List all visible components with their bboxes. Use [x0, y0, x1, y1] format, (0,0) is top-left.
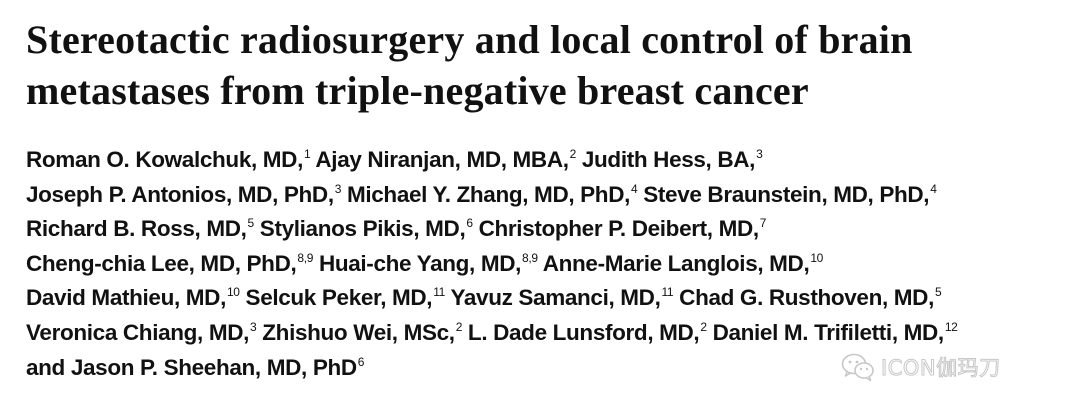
author-list: Roman O. Kowalchuk, MD,1 Ajay Niranjan, …: [26, 143, 1076, 385]
author-entry: Chad G. Rusthoven, MD,5: [679, 285, 942, 311]
watermark-text: ICON伽玛刀: [881, 356, 1001, 381]
author-entry: Yavuz Samanci, MD,11: [450, 285, 673, 310]
author-name: Yavuz Samanci, MD,: [450, 285, 661, 311]
author-name: Cheng-chia Lee, MD, PhD,: [26, 250, 297, 276]
affiliation-number: 3: [756, 147, 763, 161]
affiliation-number: 5: [247, 216, 255, 231]
author-name: Zhishuo Wei, MSc,: [262, 319, 455, 345]
affiliation-number: 6: [357, 354, 365, 369]
author-name: Roman O. Kowalchuk, MD,: [26, 147, 303, 172]
affiliation-number: 4: [930, 181, 937, 196]
author-entry: Christopher P. Deibert, MD,7: [479, 216, 767, 241]
wechat-icon: [841, 353, 874, 382]
author-entry: Cheng-chia Lee, MD, PhD,8,9: [26, 251, 313, 276]
affiliation-number: 3: [250, 319, 257, 334]
paper-title: Stereotactic radiosurgery and local cont…: [26, 14, 1066, 116]
author-name: Veronica Chiang, MD,: [26, 319, 250, 345]
author-name: Ajay Niranjan, MD, MBA,: [315, 147, 569, 172]
affiliation-number: 8,9: [522, 250, 538, 265]
author-name: Michael Y. Zhang, MD, PhD,: [346, 181, 630, 207]
title-line: metastases from triple-negative breast c…: [26, 68, 809, 113]
author-entry: Selcuk Peker, MD,11: [245, 285, 446, 311]
author-name: Steve Braunstein, MD, PhD,: [643, 181, 930, 207]
author-name: Christopher P. Deibert, MD,: [478, 216, 760, 242]
author-name: Chad G. Rusthoven, MD,: [679, 285, 934, 311]
author-entry: Steve Braunstein, MD, PhD,4: [643, 181, 937, 207]
affiliation-number: 8,9: [297, 250, 314, 265]
watermark: ICON伽玛刀: [841, 350, 1061, 384]
author-entry: Joseph P. Antonios, MD, PhD,3: [26, 182, 341, 207]
affiliation-number: 2: [455, 319, 463, 334]
author-name: Selcuk Peker, MD,: [245, 285, 433, 311]
author-entry: Richard B. Ross, MD,5: [26, 216, 254, 241]
author-line: David Mathieu, MD,10 Selcuk Peker, MD,11…: [26, 281, 1076, 316]
affiliation-number: 11: [433, 285, 445, 300]
affiliation-number: 5: [934, 285, 942, 300]
author-name: L. Dade Lunsford, MD,: [467, 319, 700, 345]
affiliation-number: 2: [700, 319, 707, 334]
author-entry: and Jason P. Sheehan, MD, PhD6: [26, 355, 364, 380]
author-line: Cheng-chia Lee, MD, PhD,8,9 Huai-che Yan…: [26, 247, 1076, 282]
author-name: David Mathieu, MD,: [26, 285, 226, 311]
author-line: Richard B. Ross, MD,5 Stylianos Pikis, M…: [26, 212, 1076, 247]
author-name: Richard B. Ross, MD,: [26, 216, 247, 242]
affiliation-number: 10: [810, 250, 824, 265]
author-line: Roman O. Kowalchuk, MD,1 Ajay Niranjan, …: [26, 143, 1076, 178]
author-line: Joseph P. Antonios, MD, PhD,3 Michael Y.…: [26, 178, 1076, 213]
affiliation-number: 3: [334, 181, 342, 196]
title-line: Stereotactic radiosurgery and local cont…: [26, 17, 913, 62]
affiliation-number: 2: [569, 147, 577, 161]
affiliation-number: 6: [466, 216, 473, 231]
affiliation-number: 4: [631, 181, 638, 196]
author-entry: Ajay Niranjan, MD, MBA,2: [315, 147, 576, 172]
author-entry: Judith Hess, BA,3: [582, 147, 763, 172]
affiliation-number: 10: [226, 285, 240, 300]
author-entry: Veronica Chiang, MD,3: [26, 319, 257, 345]
author-entry: Daniel M. Trifiletti, MD,12: [713, 320, 958, 345]
author-entry: Roman O. Kowalchuk, MD,1: [26, 147, 311, 172]
author-entry: L. Dade Lunsford, MD,2: [468, 320, 707, 345]
author-line: Veronica Chiang, MD,3 Zhishuo Wei, MSc,2…: [26, 316, 1076, 351]
affiliation-number: 1: [303, 147, 311, 161]
author-name: and Jason P. Sheehan, MD, PhD: [26, 354, 357, 380]
author-name: Anne-Marie Langlois, MD,: [542, 250, 810, 276]
author-entry: David Mathieu, MD,10: [26, 285, 240, 310]
author-entry: Zhishuo Wei, MSc,2: [262, 320, 462, 345]
author-name: Huai-che Yang, MD,: [318, 250, 522, 276]
author-name: Stylianos Pikis, MD,: [259, 216, 466, 242]
author-entry: Stylianos Pikis, MD,6: [260, 216, 473, 241]
author-name: Joseph P. Antonios, MD, PhD,: [26, 181, 334, 207]
affiliation-number: 7: [759, 216, 767, 231]
affiliation-number: 11: [661, 285, 674, 300]
author-name: Daniel M. Trifiletti, MD,: [712, 319, 945, 345]
affiliation-number: 12: [944, 319, 958, 334]
author-entry: Huai-che Yang, MD,8,9: [319, 251, 538, 276]
author-entry: Michael Y. Zhang, MD, PhD,4: [346, 181, 638, 207]
author-entry: Anne-Marie Langlois, MD,10: [542, 250, 824, 276]
author-line: and Jason P. Sheehan, MD, PhD6: [26, 351, 1076, 386]
author-name: Judith Hess, BA,: [581, 147, 756, 172]
